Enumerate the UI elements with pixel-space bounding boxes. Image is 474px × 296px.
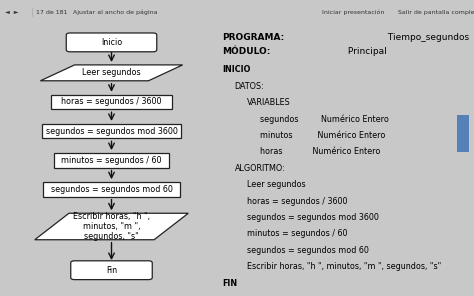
Text: Tiempo_segundos: Tiempo_segundos [385,33,469,42]
Polygon shape [35,213,188,240]
Text: Leer segundos: Leer segundos [82,68,141,77]
Text: FIN: FIN [222,279,237,288]
Text: Escribir horas, "h ", minutos, "m ", segundos, "s": Escribir horas, "h ", minutos, "m ", seg… [247,262,441,271]
Text: segundos = segundos mod 3600: segundos = segundos mod 3600 [247,213,379,222]
Text: Escribir horas, "h ",
minutos, "m ",
segundos, "s": Escribir horas, "h ", minutos, "m ", seg… [73,212,150,242]
Text: DATOS:: DATOS: [235,82,264,91]
Text: horas = segundos / 3600: horas = segundos / 3600 [247,197,347,205]
Polygon shape [40,65,182,81]
Text: VARIABLES: VARIABLES [247,98,291,107]
Text: Leer segundos: Leer segundos [247,180,306,189]
Text: segundos = segundos mod 60: segundos = segundos mod 60 [51,185,173,194]
FancyBboxPatch shape [457,115,469,152]
Text: minutos          Numérico Entero: minutos Numérico Entero [260,131,385,140]
FancyBboxPatch shape [71,261,152,280]
Text: Inicio: Inicio [101,38,122,47]
Bar [54,153,169,168]
FancyBboxPatch shape [66,33,157,52]
Text: |: | [31,8,34,17]
Text: Ajustar al ancho de página: Ajustar al ancho de página [73,9,158,15]
Bar [51,95,173,109]
Text: Fin: Fin [106,266,117,275]
Bar [42,124,181,139]
Text: Iniciar presentación: Iniciar presentación [322,9,385,15]
Text: ALGORITMO:: ALGORITMO: [235,164,285,173]
Text: segundos = segundos mod 60: segundos = segundos mod 60 [247,246,369,255]
Text: Principal: Principal [345,47,386,56]
Text: INICIO: INICIO [222,65,250,74]
Text: horas = segundos / 3600: horas = segundos / 3600 [61,97,162,107]
Bar [43,182,180,197]
Text: minutos = segundos / 60: minutos = segundos / 60 [247,229,347,238]
Text: Salir de pantalla completa: Salir de pantalla completa [398,10,474,15]
Text: segundos         Numérico Entero: segundos Numérico Entero [260,115,389,124]
Text: PROGRAMA:: PROGRAMA: [222,33,284,42]
Text: 17 de 181: 17 de 181 [36,10,67,15]
Text: ◄  ►: ◄ ► [5,10,18,15]
Text: horas            Numérico Entero: horas Numérico Entero [260,147,380,156]
Text: segundos = segundos mod 3600: segundos = segundos mod 3600 [46,127,177,136]
Text: minutos = segundos / 60: minutos = segundos / 60 [61,156,162,165]
Text: MÓDULO:: MÓDULO: [222,47,270,56]
